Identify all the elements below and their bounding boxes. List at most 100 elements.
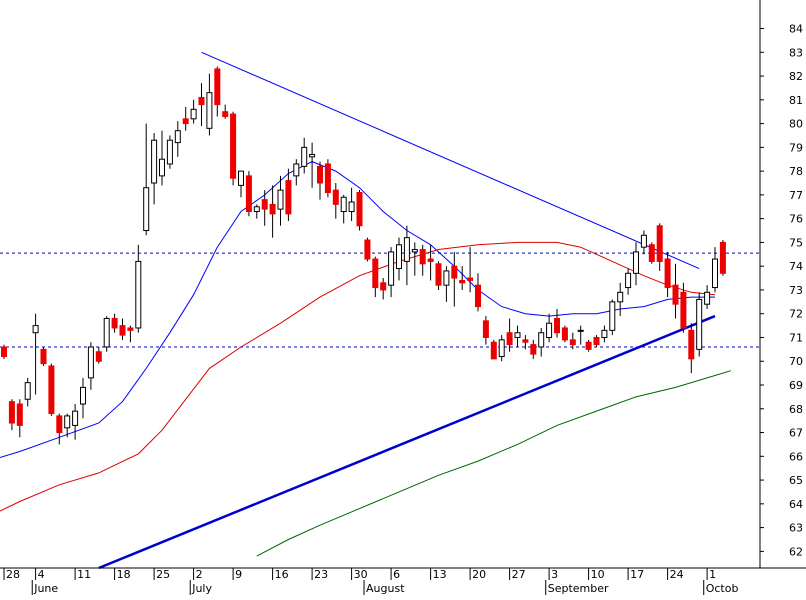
candle (87, 342, 94, 390)
y-tick-label: 83 (789, 46, 803, 59)
candle (688, 323, 695, 374)
candle (198, 83, 205, 126)
candle (103, 316, 110, 352)
candle (719, 240, 726, 276)
candle (419, 244, 426, 276)
candle (174, 121, 181, 157)
month-label: Octob (706, 582, 739, 595)
candle (372, 256, 379, 298)
candle (182, 106, 189, 131)
candle (625, 268, 632, 295)
x-tick-label: 10 (591, 568, 605, 581)
candle (443, 266, 450, 302)
candle (506, 318, 513, 352)
candle-body (498, 339, 505, 357)
candle (166, 135, 173, 169)
candle (459, 266, 466, 290)
candle (40, 346, 47, 366)
candle (451, 251, 458, 307)
candle-body (396, 244, 402, 270)
candle-body (719, 241, 726, 274)
candle-body (127, 327, 134, 331)
x-tick-label: 17 (630, 568, 644, 581)
candle-body (198, 96, 205, 106)
candle (712, 247, 718, 293)
candle (467, 247, 474, 293)
candle (554, 308, 560, 338)
candle-body (111, 317, 118, 329)
candle (301, 137, 308, 174)
candle-body (435, 263, 442, 286)
candle (356, 190, 363, 231)
candle-body (206, 92, 213, 129)
y-tick-label: 75 (789, 236, 803, 249)
moving-average-lines (0, 161, 731, 557)
candle (696, 292, 703, 357)
candle-body (601, 329, 608, 338)
candle (672, 263, 679, 319)
candle-body (640, 234, 647, 248)
candle (656, 223, 663, 271)
candle (285, 168, 292, 222)
candle-body (1, 346, 7, 357)
y-tick-label: 84 (789, 23, 803, 36)
candle (427, 244, 434, 281)
y-tick-label: 70 (789, 355, 803, 368)
candle (593, 335, 600, 347)
candle-body (348, 201, 355, 213)
candle-body (648, 244, 655, 262)
candle (324, 159, 331, 198)
moving-average-0 (0, 161, 715, 458)
candle-body (680, 291, 687, 329)
candle-body (467, 277, 474, 281)
candle-body (222, 111, 229, 117)
candle (704, 285, 711, 309)
candle (364, 237, 371, 262)
candle-body (64, 415, 71, 429)
candle-body (293, 163, 300, 177)
candle-body (16, 403, 23, 426)
candle-body (593, 336, 600, 346)
candle-body (419, 249, 426, 265)
candle (514, 325, 521, 347)
candle-body (617, 291, 624, 303)
candle-body (56, 415, 63, 434)
candle-body (285, 180, 292, 215)
candle (222, 104, 229, 119)
x-tick-label: 23 (314, 568, 328, 581)
candle-body (261, 199, 268, 210)
candle (640, 230, 647, 255)
candle-body (182, 118, 189, 125)
candle (680, 282, 687, 333)
candle (159, 130, 165, 186)
candle-body (712, 258, 718, 289)
y-tick-label: 63 (789, 522, 803, 535)
y-tick-label: 80 (789, 118, 803, 131)
month-label: July (191, 582, 212, 595)
x-tick-label: 20 (472, 568, 486, 581)
candle-body (166, 139, 173, 165)
candle (340, 194, 347, 224)
candle-body (332, 189, 339, 205)
y-tick-label: 79 (789, 141, 803, 154)
candle (577, 325, 584, 345)
candle (230, 111, 237, 186)
candle-body (190, 108, 197, 120)
candle-body (672, 284, 679, 305)
candle (72, 404, 79, 440)
candle-body (577, 329, 584, 332)
x-tick-label: 28 (6, 568, 20, 581)
candle-body (380, 282, 387, 291)
candle (648, 242, 655, 264)
candle (403, 225, 410, 286)
y-tick-label: 65 (789, 474, 803, 487)
moving-average-1 (0, 241, 716, 512)
x-tick-label: 2 (196, 568, 203, 581)
candle-body (656, 225, 663, 262)
month-label: June (33, 582, 58, 595)
candle (32, 313, 39, 395)
candle (253, 204, 260, 219)
month-label: September (548, 582, 609, 595)
